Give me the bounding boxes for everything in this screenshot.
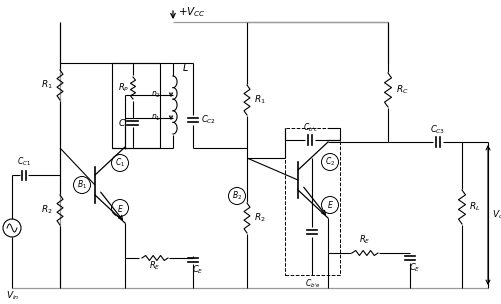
Text: $C_{b'c}$: $C_{b'c}$	[302, 122, 318, 134]
Bar	[285, 128, 339, 275]
Text: $C_E$: $C_E$	[408, 261, 420, 274]
Text: $R_E$: $R_E$	[149, 259, 160, 271]
Text: $E$: $E$	[326, 199, 333, 210]
Text: $L$: $L$	[182, 61, 188, 73]
Text: $V_{in}$: $V_{in}$	[6, 290, 20, 302]
Text: $B_2$: $B_2$	[231, 190, 241, 202]
Text: $C_{C1}$: $C_{C1}$	[17, 156, 31, 168]
Bar	[112, 63, 160, 148]
Text: $R_1$: $R_1$	[254, 94, 266, 106]
Text: $C$: $C$	[118, 118, 126, 129]
Text: $R_P$: $R_P$	[118, 82, 129, 94]
Text: $n_2$: $n_2$	[151, 90, 161, 100]
Text: $R_C$: $R_C$	[395, 84, 407, 96]
Text: $C_{C3}$: $C_{C3}$	[429, 123, 445, 136]
Text: $R_1$: $R_1$	[41, 79, 53, 91]
Text: $C_2$: $C_2$	[324, 156, 335, 168]
Text: $C_{b'e}$: $C_{b'e}$	[304, 278, 320, 291]
Text: $E$: $E$	[116, 202, 123, 213]
Text: $V_{out}$: $V_{out}$	[491, 209, 501, 221]
Text: $B_1$: $B_1$	[77, 179, 87, 191]
Text: $R_2$: $R_2$	[41, 204, 53, 216]
Text: $C_1$: $C_1$	[115, 157, 125, 169]
Text: $+ V_{CC}$: $+ V_{CC}$	[178, 5, 205, 19]
Text: $R_2$: $R_2$	[254, 212, 266, 224]
Text: $C_{C2}$: $C_{C2}$	[200, 114, 215, 126]
Text: $R_L$: $R_L$	[468, 201, 480, 213]
Text: $C_E$: $C_E$	[192, 263, 203, 275]
Text: $n_1$: $n_1$	[151, 113, 161, 123]
Text: $R_E$: $R_E$	[359, 234, 370, 247]
